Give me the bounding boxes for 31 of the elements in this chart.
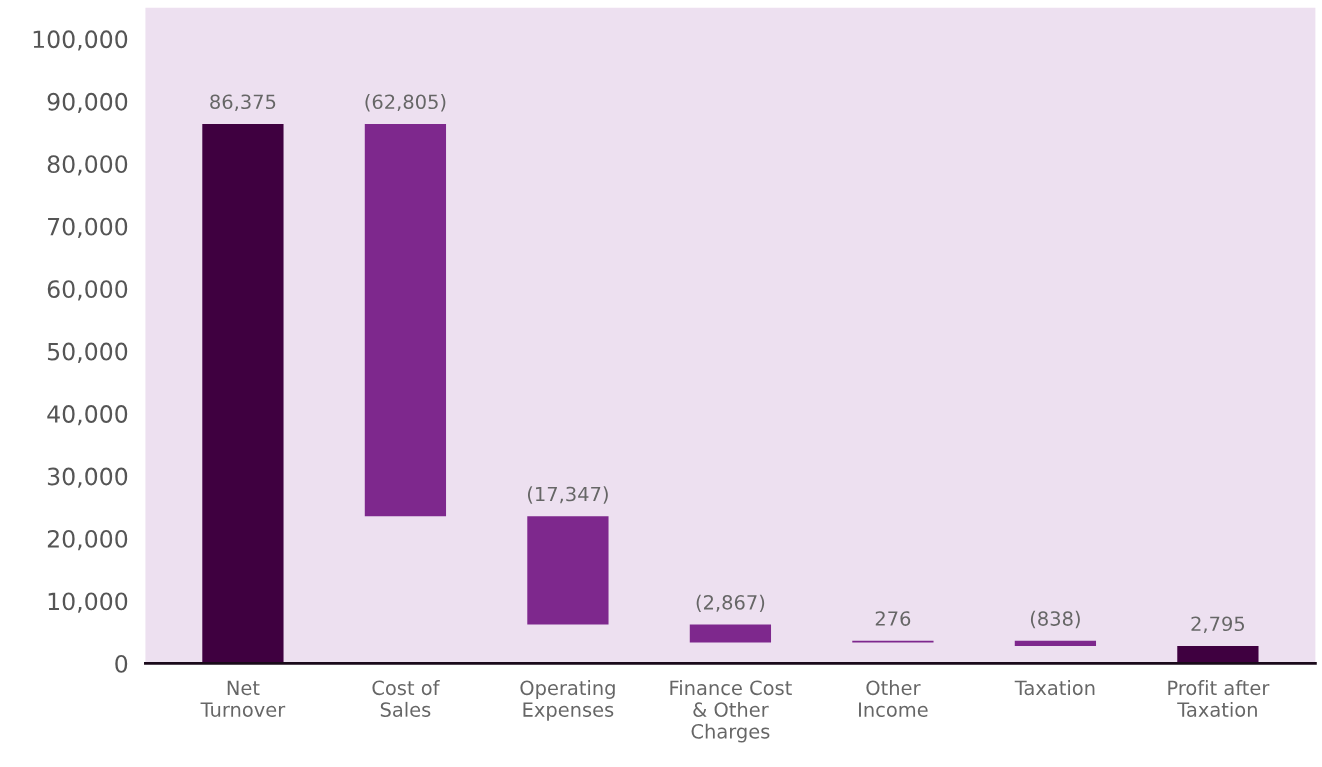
y-tick-label: 40,000 xyxy=(47,405,128,426)
x-tick-label: Net Turnover xyxy=(200,680,286,717)
x-tick-label: Cost of Sales xyxy=(372,680,440,717)
bar xyxy=(1177,646,1259,664)
bar xyxy=(364,123,447,517)
x-tick-label: Finance Cost & Other Charges xyxy=(670,680,792,743)
data-label: (62,805) xyxy=(365,94,446,112)
y-tick-label: 10,000 xyxy=(48,592,128,613)
x-tick-label: Profit after Taxation xyxy=(1168,680,1270,717)
y-tick-label: 70,000 xyxy=(48,217,128,238)
data-label: (838) xyxy=(1030,610,1080,629)
data-label: 2,795 xyxy=(1191,616,1245,634)
data-label: (17,347) xyxy=(527,486,608,504)
bar xyxy=(689,624,772,643)
y-tick-label: 20,000 xyxy=(47,529,128,551)
data-label: 276 xyxy=(875,611,911,626)
y-tick-label: 80,000 xyxy=(47,155,128,176)
y-tick-label: 50,000 xyxy=(47,342,128,363)
data-label: 86,375 xyxy=(210,94,276,112)
bar xyxy=(202,123,284,664)
y-tick-label: 100,000 xyxy=(33,30,128,51)
x-tick-label: Operating Expenses xyxy=(520,680,615,721)
y-tick-label: 60,000 xyxy=(47,280,128,301)
y-tick-label: 0 xyxy=(115,654,128,673)
x-tick-label: Other Income xyxy=(859,680,928,717)
bar xyxy=(1014,640,1097,646)
data-label: (2,867) xyxy=(696,594,765,612)
bar xyxy=(527,516,609,625)
y-tick-label: 90,000 xyxy=(47,92,128,114)
x-tick-label: Taxation xyxy=(1014,680,1095,696)
y-tick-label: 30,000 xyxy=(47,467,128,488)
